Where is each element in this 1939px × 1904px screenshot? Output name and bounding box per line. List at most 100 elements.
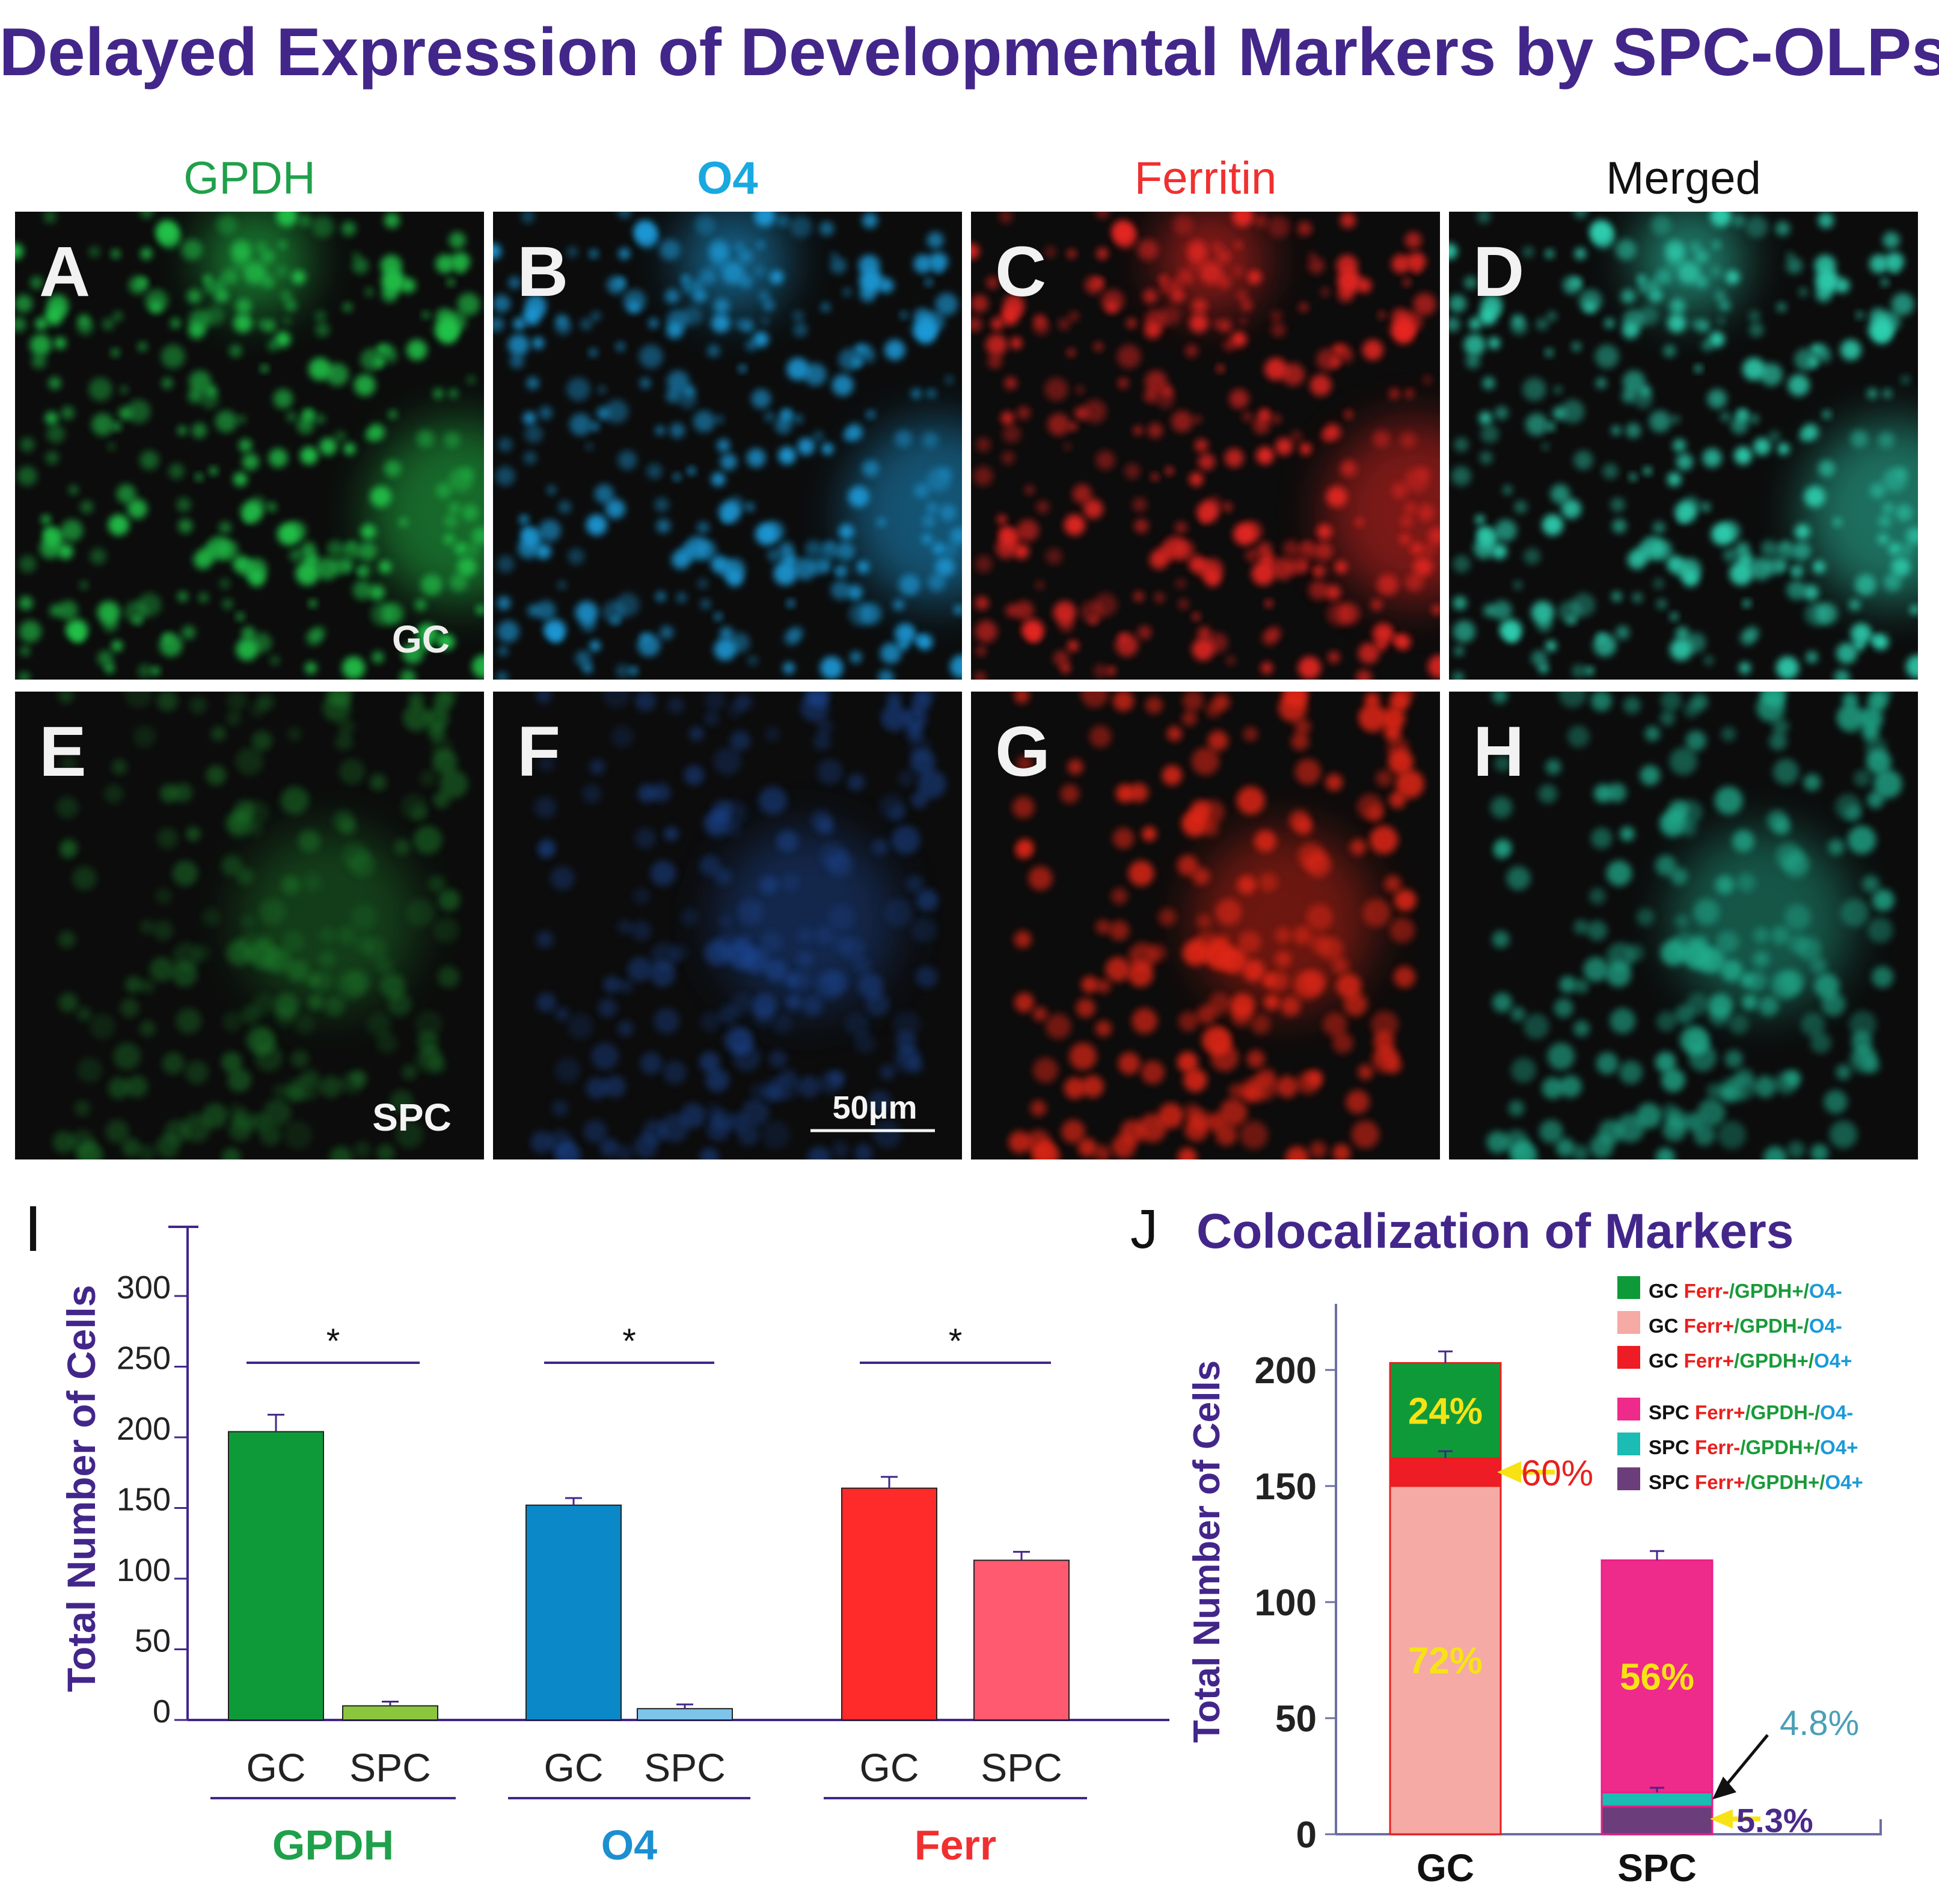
cell [773, 561, 797, 586]
cell [1215, 1124, 1237, 1146]
y-axis-label: Total Number of Cells [59, 1285, 103, 1692]
cell [292, 270, 306, 284]
y-tick-label: 250 [117, 1340, 171, 1377]
cell [1427, 654, 1440, 678]
cell [1251, 561, 1275, 586]
cell [238, 559, 256, 577]
cell [536, 992, 556, 1013]
cell [1822, 410, 1831, 419]
cell [1169, 278, 1181, 291]
cell [898, 640, 909, 651]
cell [1493, 844, 1509, 859]
cell [139, 1020, 156, 1037]
cell [1884, 252, 1904, 272]
cell [1872, 692, 1892, 702]
cell [836, 541, 855, 561]
cell [816, 758, 843, 785]
cell [1241, 299, 1253, 312]
bar-ferr-spc [973, 1559, 1070, 1721]
cell [1144, 309, 1166, 331]
cell [1171, 410, 1193, 433]
cell [244, 262, 266, 284]
cell [1788, 934, 1808, 954]
cell [1555, 1138, 1575, 1157]
cell [113, 1042, 141, 1070]
cell [1014, 930, 1032, 948]
cell [1670, 867, 1688, 885]
cell [1495, 406, 1509, 420]
annotation-53: 5.3% [1736, 1802, 1813, 1840]
cell [394, 839, 411, 856]
cell [589, 759, 605, 775]
cell [30, 276, 43, 289]
cell [1285, 1146, 1309, 1159]
cell [1112, 828, 1135, 849]
cell [631, 920, 652, 941]
cell [1454, 437, 1469, 452]
cell [1870, 482, 1885, 499]
cell [219, 578, 230, 589]
cell [664, 289, 679, 304]
cell [1655, 855, 1676, 876]
cell [1720, 411, 1731, 422]
cell [999, 212, 1012, 224]
cell [312, 971, 333, 992]
cell [54, 337, 67, 349]
cell [1856, 311, 1864, 319]
cell [1010, 337, 1023, 349]
cell [1694, 364, 1702, 372]
cell [239, 438, 253, 452]
cell [783, 662, 795, 674]
cell [1594, 344, 1619, 369]
cell [44, 411, 58, 425]
panel-letter: G [995, 712, 1050, 791]
cell [782, 410, 791, 419]
cell [177, 591, 188, 602]
cell [428, 724, 446, 742]
cell [465, 542, 480, 557]
cell [1716, 930, 1739, 954]
cell [1388, 749, 1414, 775]
x-tick-label: GC [860, 1745, 919, 1790]
cell [737, 898, 764, 925]
cell [449, 502, 461, 514]
cell [971, 243, 979, 260]
cell [1818, 212, 1834, 229]
cell [718, 914, 734, 929]
cell [1650, 215, 1671, 235]
cell [544, 619, 566, 641]
cell [807, 1146, 831, 1159]
cell [1709, 1006, 1730, 1027]
cell [886, 692, 902, 708]
cell [1697, 1099, 1726, 1127]
cell [17, 466, 37, 486]
cell [1465, 354, 1480, 369]
cell [1612, 518, 1627, 533]
cell [170, 318, 181, 329]
cell [1620, 826, 1635, 841]
cell [1134, 518, 1149, 533]
cell [1213, 319, 1223, 329]
cell [655, 591, 666, 602]
cell [457, 557, 477, 577]
annotation-48: 4.8% [1780, 1704, 1859, 1743]
cell [1142, 826, 1157, 841]
cell [913, 254, 933, 274]
cell [420, 640, 431, 651]
cell [1355, 518, 1364, 527]
cell [151, 666, 160, 675]
cell [159, 633, 183, 657]
cell [847, 585, 863, 601]
cell [120, 998, 139, 1018]
cell [603, 975, 620, 993]
micrograph-panel-C: C [971, 212, 1440, 680]
cell [1486, 1131, 1509, 1153]
cell [1262, 630, 1278, 646]
cell [1306, 904, 1333, 930]
cell [168, 463, 185, 479]
cell [1028, 866, 1053, 891]
cell [1089, 725, 1112, 748]
cell [1340, 212, 1356, 229]
cell [1177, 268, 1194, 285]
cell [906, 724, 924, 742]
